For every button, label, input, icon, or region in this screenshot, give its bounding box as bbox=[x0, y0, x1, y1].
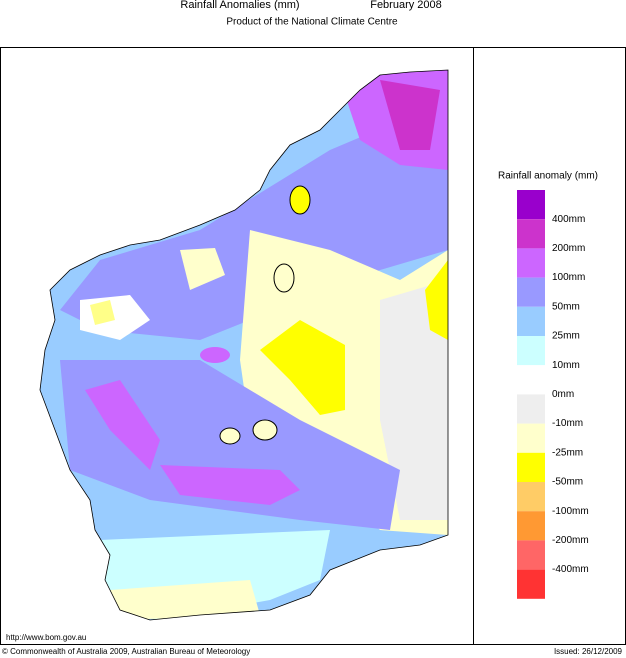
legend-label: 200mm bbox=[552, 243, 585, 254]
legend-swatch bbox=[517, 336, 545, 366]
legend-label: -50mm bbox=[552, 477, 583, 488]
legend-title: Rainfall anomaly (mm) bbox=[498, 171, 598, 182]
legend-swatch bbox=[517, 511, 545, 541]
legend-swatch bbox=[517, 219, 545, 249]
legend-swatch bbox=[517, 482, 545, 512]
issued-date: Issued: 26/12/2009 bbox=[554, 647, 623, 656]
map-title: Rainfall Anomalies (mm) bbox=[180, 0, 299, 11]
legend-swatch bbox=[517, 540, 545, 570]
map-subtitle: Product of the National Climate Centre bbox=[226, 17, 398, 28]
copyright: © Commonwealth of Australia 2009, Austra… bbox=[2, 647, 250, 656]
legend-label: 400mm bbox=[552, 214, 585, 225]
legend-swatch bbox=[517, 365, 545, 395]
legend-label: -25mm bbox=[552, 447, 583, 458]
map-period: February 2008 bbox=[370, 0, 442, 11]
legend-label: -200mm bbox=[552, 535, 589, 546]
legend-swatch bbox=[517, 306, 545, 336]
legend-label: 25mm bbox=[552, 331, 580, 342]
legend-label: -400mm bbox=[552, 564, 589, 575]
legend-label: 10mm bbox=[552, 360, 580, 371]
legend-swatch bbox=[517, 277, 545, 307]
legend-label: -100mm bbox=[552, 506, 589, 517]
legend-swatch bbox=[517, 423, 545, 453]
legend-swatch bbox=[517, 452, 545, 482]
legend-swatch bbox=[517, 190, 545, 220]
legend: 400mm 200mm 100mm 50mm 25mm 10mm 0mm -10mm -25mm… bbox=[517, 190, 589, 599]
anomaly-map bbox=[40, 70, 448, 620]
legend-label: -10mm bbox=[552, 418, 583, 429]
coastline bbox=[39, 69, 449, 621]
legend-swatch bbox=[517, 248, 545, 278]
legend-label: 50mm bbox=[552, 301, 580, 312]
legend-swatch bbox=[517, 394, 545, 424]
source-url: http://www.bom.gov.au bbox=[6, 633, 86, 642]
legend-label: 100mm bbox=[552, 272, 585, 283]
legend-label: 0mm bbox=[552, 389, 574, 400]
legend-swatch bbox=[517, 569, 545, 599]
